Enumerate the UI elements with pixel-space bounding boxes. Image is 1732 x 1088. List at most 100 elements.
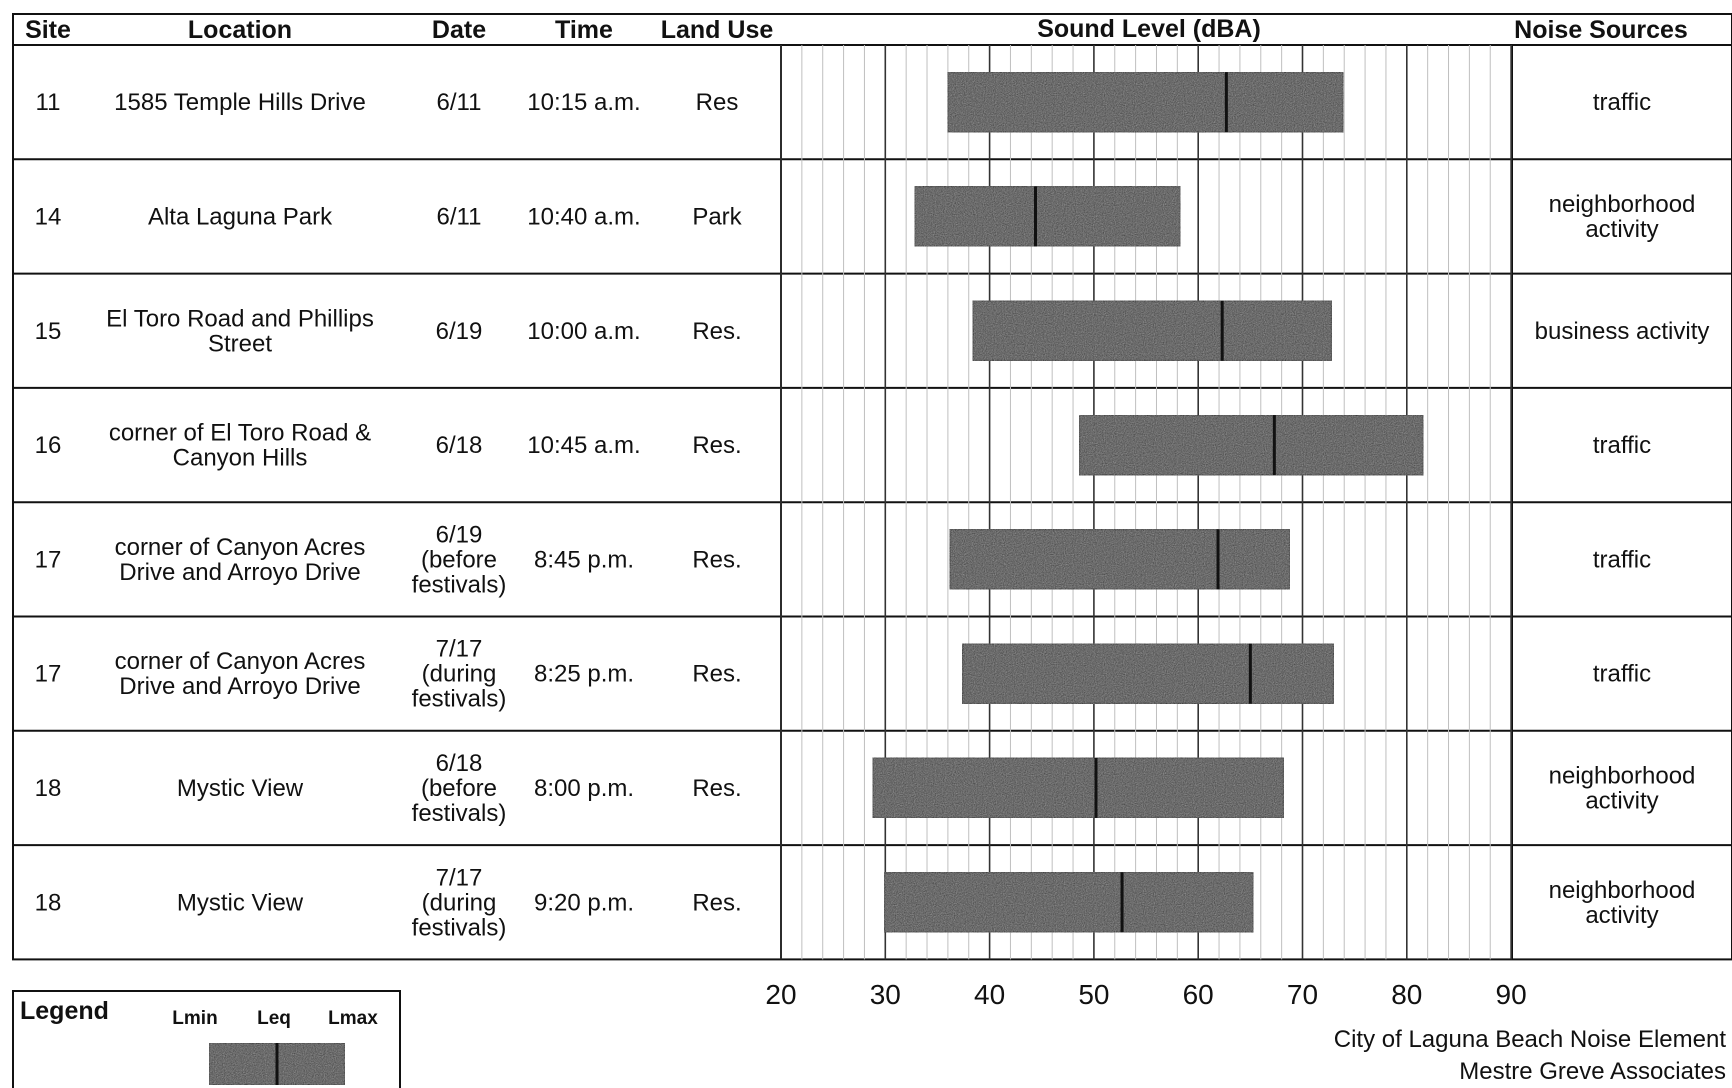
x-tick-label: 80: [1391, 979, 1422, 1010]
cell-site: 18: [35, 889, 62, 916]
cell-time: 10:40 a.m.: [527, 203, 640, 230]
cell-site: 17: [35, 661, 62, 688]
cell-date: 6/19: [436, 521, 483, 548]
cell-noise-sources: traffic: [1593, 546, 1651, 573]
cell-time: 8:25 p.m.: [534, 661, 634, 688]
x-tick-label: 20: [765, 979, 796, 1010]
sound-level-bar: [871, 756, 1285, 819]
cell-location: Drive and Arroyo Drive: [119, 673, 360, 700]
cell-date: 6/19: [436, 318, 483, 345]
cell-noise-sources: business activity: [1535, 318, 1710, 345]
cell-noise-sources: activity: [1585, 216, 1658, 243]
cell-time: 10:00 a.m.: [527, 318, 640, 345]
table-row: 16 corner of El Toro Road &Canyon Hills 6/…: [35, 420, 1651, 472]
cell-location: Drive and Arroyo Drive: [119, 559, 360, 586]
cell-date: (during: [422, 661, 497, 688]
cell-time: 10:45 a.m.: [527, 432, 640, 459]
cell-site: 17: [35, 546, 62, 573]
sound-level-bar: [883, 871, 1255, 934]
legend-title: Legend: [20, 997, 109, 1025]
legend: Legend Lmin Leq Lmax: [12, 990, 401, 1088]
cell-date: 6/11: [437, 89, 482, 116]
table-rows: 11 1585 Temple Hills Drive 6/11 10:15 a.m. R…: [35, 89, 1710, 941]
cell-date: festivals): [412, 571, 507, 598]
cell-time: 8:45 p.m.: [534, 546, 634, 573]
cell-location: Alta Laguna Park: [148, 203, 333, 230]
cell-site: 14: [35, 203, 62, 230]
cell-site: 18: [35, 775, 62, 802]
cell-land-use: Park: [692, 203, 742, 230]
cell-noise-sources: neighborhood: [1549, 877, 1696, 904]
cell-location: corner of El Toro Road &: [109, 420, 371, 447]
cell-date: (before: [421, 546, 497, 573]
x-tick-label: 60: [1183, 979, 1214, 1010]
cell-time: 9:20 p.m.: [534, 889, 634, 916]
cell-location: Street: [208, 330, 272, 357]
cell-land-use: Res.: [692, 318, 741, 345]
cell-site: 15: [35, 318, 62, 345]
cell-location: corner of Canyon Acres: [115, 534, 366, 561]
cell-time: 8:00 p.m.: [534, 775, 634, 802]
sound-level-bar: [961, 642, 1335, 705]
cell-noise-sources: traffic: [1593, 89, 1651, 116]
cell-date: festivals): [412, 800, 507, 827]
sound-level-bar: [971, 299, 1333, 362]
cell-land-use: Res.: [692, 546, 741, 573]
table-row: 11 1585 Temple Hills Drive 6/11 10:15 a.m. R…: [36, 89, 1652, 116]
header-date: Date: [432, 16, 486, 44]
sound-level-bars: [871, 71, 1425, 934]
credit-line-1: City of Laguna Beach Noise Element: [1334, 1026, 1727, 1053]
cell-site: 16: [35, 432, 62, 459]
cell-noise-sources: neighborhood: [1549, 762, 1696, 789]
cell-noise-sources: traffic: [1593, 661, 1651, 688]
legend-lmin-label: Lmin: [172, 1008, 217, 1029]
header-location: Location: [188, 16, 292, 44]
cell-date: festivals): [412, 914, 507, 941]
x-tick-label: 70: [1287, 979, 1318, 1010]
table-header: Site Location Date Time Land Use Sound L…: [25, 15, 1688, 44]
cell-date: 6/11: [437, 203, 482, 230]
header-time: Time: [555, 16, 613, 44]
credit-line-2: Mestre Greve Associates: [1459, 1058, 1726, 1085]
x-tick-label: 90: [1496, 979, 1527, 1010]
sound-level-bar: [913, 185, 1182, 248]
x-tick-label: 50: [1078, 979, 1109, 1010]
cell-date: 7/17: [436, 864, 483, 891]
sound-level-bar: [1078, 414, 1425, 477]
sound-level-bar: [948, 528, 1291, 591]
sound-level-bar: [946, 71, 1345, 134]
cell-date: 7/17: [436, 636, 483, 663]
x-tick-label: 30: [870, 979, 901, 1010]
legend-lmax-label: Lmax: [328, 1008, 378, 1029]
cell-land-use: Res.: [692, 661, 741, 688]
cell-noise-sources: neighborhood: [1549, 191, 1696, 218]
cell-date: festivals): [412, 686, 507, 713]
x-tick-label: 40: [974, 979, 1005, 1010]
cell-noise-sources: traffic: [1593, 432, 1651, 459]
cell-location: Mystic View: [177, 889, 304, 916]
cell-date: (during: [422, 889, 497, 916]
header-site: Site: [25, 16, 71, 44]
header-sound-level: Sound Level (dBA): [1037, 15, 1261, 43]
cell-site: 11: [36, 89, 61, 116]
cell-date: 6/18: [436, 432, 483, 459]
cell-noise-sources: activity: [1585, 902, 1658, 929]
cell-land-use: Res.: [692, 432, 741, 459]
cell-location: 1585 Temple Hills Drive: [114, 89, 366, 116]
table-row: 14 Alta Laguna Park 6/11 10:40 a.m. Park neig…: [35, 191, 1696, 243]
cell-location: Canyon Hills: [173, 445, 308, 472]
cell-location: Mystic View: [177, 775, 304, 802]
x-axis-ticks: 20 30 40 50 60 70 80 90: [765, 979, 1526, 1010]
cell-time: 10:15 a.m.: [527, 89, 640, 116]
cell-land-use: Res.: [692, 775, 741, 802]
cell-date: (before: [421, 775, 497, 802]
credits: City of Laguna Beach Noise Element Mestr…: [1334, 1026, 1727, 1085]
header-land-use: Land Use: [661, 16, 774, 44]
cell-noise-sources: activity: [1585, 787, 1658, 814]
